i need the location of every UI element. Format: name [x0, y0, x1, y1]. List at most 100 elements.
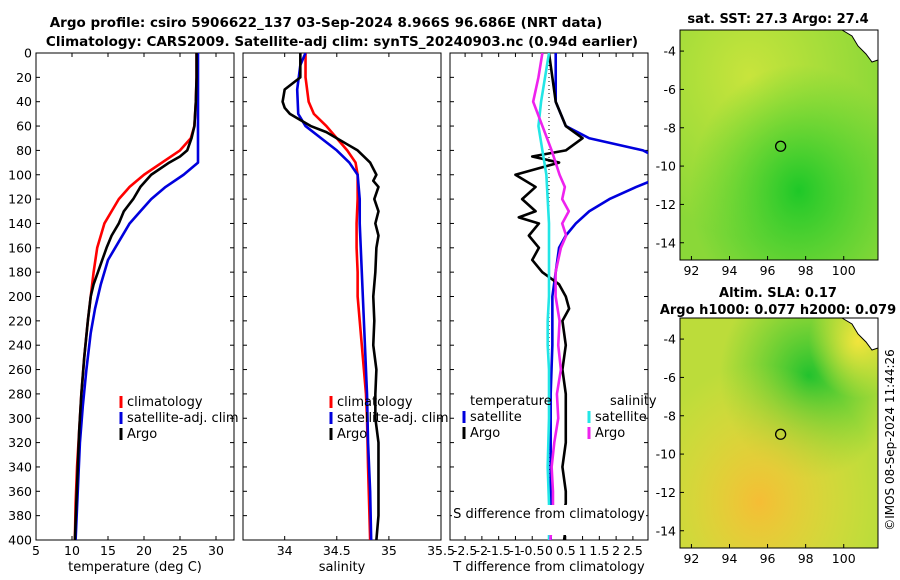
x-tick-label: -1: [509, 543, 521, 558]
map-y-tick-label: -4: [664, 44, 677, 59]
x-tick-label: 15: [100, 543, 116, 558]
x-tick-label: 1.5: [589, 543, 609, 558]
x-tick-label: 0: [545, 543, 553, 558]
y-tick-label: 20: [16, 70, 32, 85]
salinity-legend-satellite: satellite-adj. clim: [337, 411, 449, 426]
map-y-tick-label: -14: [656, 235, 676, 250]
map-x-tick-label: 100: [832, 551, 856, 566]
map-y-tick-label: -6: [664, 370, 677, 385]
temperature-y-ticks: 0 20 40 60 80 100 120 140 160 180 200 220 240 260 280 3…: [8, 46, 234, 548]
y-tick-label: 260: [8, 362, 32, 377]
map-x-tick-label: 100: [832, 263, 856, 278]
x-tick-label: -2: [476, 543, 488, 558]
map-x-tick-label: 98: [798, 551, 814, 566]
salinity-x-ticks: 34 34.5 35 35.5: [277, 53, 455, 558]
sla-map-title-line1: Altim. SLA: 0.17: [719, 286, 837, 301]
salinity-legend: climatology satellite-adj. clim Argo: [329, 395, 449, 442]
difference-lines: [514, 53, 648, 540]
y-tick-label: 60: [16, 119, 32, 134]
series-line-temperature-argo: [514, 53, 584, 540]
figure-title-line2: Climatology: CARS2009. Satellite-adj cli…: [46, 34, 638, 50]
series-line-satellite-adj-clim: [74, 53, 200, 540]
sla-map-frame: [679, 317, 879, 549]
y-tick-label: 380: [8, 508, 32, 523]
y-tick-label: 40: [16, 94, 32, 109]
s-axis-backing: [452, 505, 646, 535]
map-y-tick-label: -8: [664, 120, 677, 135]
map-y-tick-label: -8: [664, 408, 677, 423]
legend-sal-argo: Argo: [595, 426, 625, 441]
salinity-y-ticks: [243, 52, 441, 541]
temperature-panel: 0 20 40 60 80 100 120 140 160 180 200 220 240 260 280 3…: [8, 46, 238, 576]
series-line-satellite-adj-clim: [295, 53, 373, 540]
map-y-tick-label: -10: [656, 159, 676, 174]
legend-salinity-heading: salinity: [610, 394, 657, 409]
map-y-tick-label: -12: [656, 485, 676, 500]
sst-map-title: sat. SST: 27.3 Argo: 27.4: [687, 12, 868, 27]
x-tick-label: 1: [579, 543, 587, 558]
difference-panel: -2.5-2-1.5-1-0.500.511.522.5 -0.5-0.2500…: [449, 52, 657, 575]
x-tick-label: -2.5: [453, 543, 477, 558]
imos-credit: ©IMOS 08-Sep-2024 11:44:26: [883, 349, 897, 531]
sla-map-ticks: 92 94 96 98 100 -4 -6 -8 -10 -12 -14: [656, 332, 856, 566]
y-tick-label: 0: [24, 46, 32, 61]
x-tick-label: 5: [32, 543, 40, 558]
y-tick-label: 100: [8, 167, 32, 182]
legend-temp-argo: Argo: [470, 426, 500, 441]
temperature-x-ticks: 5 10 15 20 25 30: [32, 53, 224, 558]
x-tick-label: 0.5: [556, 543, 576, 558]
x-tick-label: 34: [277, 543, 293, 558]
sst-map-panel: sat. SST: 27.3 Argo: 27.4 92 94 96 98 100 -4 -…: [656, 12, 879, 278]
sla-argo-position-marker: [774, 428, 787, 440]
sst-map-ticks: 92 94 96 98 100 -4 -6 -8 -10 -12 -14: [656, 44, 856, 278]
salinity-panel: 34 34.5 35 35.5 salinity climatology satell…: [242, 52, 455, 575]
y-tick-label: 120: [8, 192, 32, 207]
series-line-temperature-satellite: [549, 53, 648, 540]
salinity-lines: [281, 53, 380, 540]
y-tick-label: 140: [8, 216, 32, 231]
series-line-salinity-argo: [531, 53, 571, 540]
y-tick-label: 340: [8, 459, 32, 474]
sst-map-frame: [679, 29, 879, 261]
series-line-argo: [73, 53, 198, 540]
legend-sal-satellite: satellite: [595, 410, 647, 425]
x-tick-label: 20: [136, 543, 152, 558]
temperature-legend-satellite: satellite-adj. clim: [127, 411, 239, 426]
y-tick-label: 240: [8, 338, 32, 353]
map-x-tick-label: 94: [722, 263, 738, 278]
map-x-tick-label: 94: [722, 551, 738, 566]
map-y-tick-label: -4: [664, 332, 677, 347]
legend-temperature-heading: temperature: [470, 394, 552, 409]
x-tick-label: 35.5: [427, 543, 455, 558]
map-x-tick-label: 92: [683, 551, 699, 566]
y-tick-label: 400: [8, 533, 32, 548]
sla-map-panel: Altim. SLA: 0.17 Argo h1000: 0.077 h2000…: [656, 286, 897, 566]
sst-argo-position-marker: [774, 140, 787, 152]
map-y-tick-label: -12: [656, 197, 676, 212]
y-tick-label: 320: [8, 435, 32, 450]
salinity-legend-climatology: climatology: [337, 395, 413, 410]
map-y-tick-label: -6: [664, 82, 677, 97]
difference-x-label: T difference from climatology: [452, 560, 645, 575]
map-x-tick-label: 96: [760, 263, 776, 278]
salinity-legend-argo: Argo: [337, 427, 367, 442]
x-tick-label: 2: [612, 543, 620, 558]
x-tick-label: 34.5: [323, 543, 351, 558]
sst-cool-water: [680, 30, 878, 260]
map-y-tick-label: -14: [656, 523, 676, 538]
y-tick-label: 220: [8, 313, 32, 328]
s-difference-label: S difference from climatology: [453, 507, 645, 522]
x-tick-label: 2.5: [623, 543, 643, 558]
x-tick-label: 25: [172, 543, 188, 558]
y-tick-label: 180: [8, 265, 32, 280]
temperature-legend-climatology: climatology: [127, 395, 203, 410]
salinity-x-label: salinity: [319, 560, 366, 575]
y-tick-label: 300: [8, 411, 32, 426]
x-tick-label: -0.5: [520, 543, 544, 558]
salinity-axes-frame: [242, 52, 442, 541]
map-x-tick-label: 96: [760, 551, 776, 566]
map-y-tick-label: -10: [656, 447, 676, 462]
series-line-climatology: [304, 53, 372, 540]
difference-y-ticks: [450, 52, 648, 541]
series-line-argo: [281, 53, 380, 540]
